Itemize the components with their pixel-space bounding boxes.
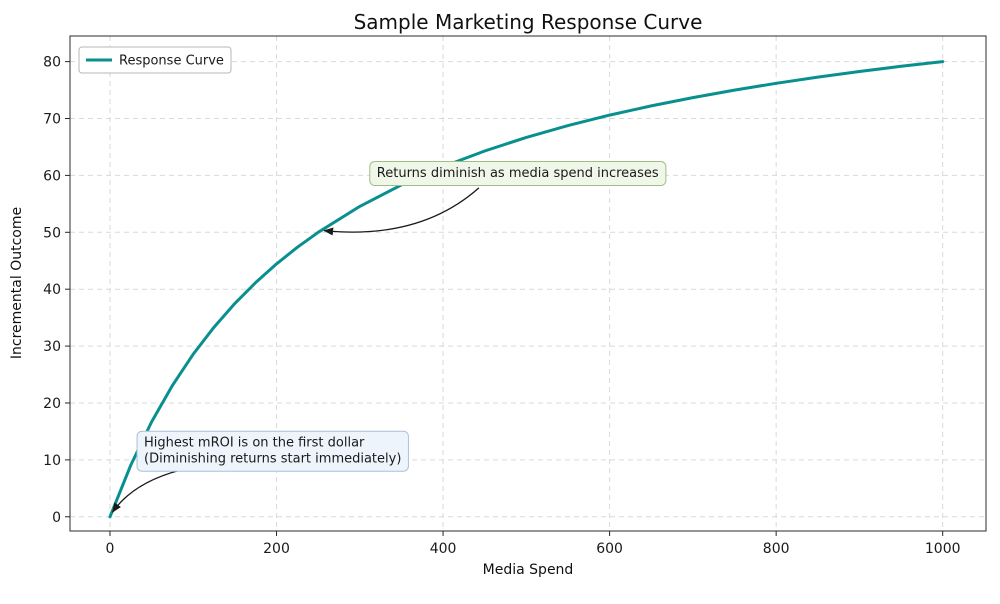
y-axis-label: Incremental Outcome (9, 207, 25, 359)
annotations: Returns diminish as media spend increase… (111, 161, 667, 513)
y-tick-label: 30 (43, 339, 61, 355)
x-tick-label: 600 (596, 541, 623, 557)
annotation-box (369, 161, 667, 187)
chart-title: Sample Marketing Response Curve (354, 10, 703, 34)
y-tick-label: 70 (43, 112, 61, 128)
y-tick-label: 0 (52, 510, 61, 526)
x-tick-label: 800 (763, 541, 790, 557)
y-tick-label: 80 (43, 55, 61, 71)
plot-border (69, 35, 987, 532)
grid (70, 36, 986, 531)
x-tick-label: 200 (263, 541, 290, 557)
x-tick-label: 400 (430, 541, 457, 557)
legend-box (78, 46, 232, 74)
annotation-arrow (323, 187, 480, 236)
annotation-box (136, 430, 409, 472)
annotation-1: Returns diminish as media spend increase… (323, 161, 667, 236)
y-tick-label: 50 (43, 225, 61, 241)
annotation-2: Highest mROI is on the first dollar (Dimi… (111, 430, 409, 513)
x-tick-label: 1000 (925, 541, 961, 557)
y-tick-label: 10 (43, 453, 61, 469)
x-axis-label: Media Spend (483, 562, 574, 578)
x-tick-label: 0 (106, 541, 115, 557)
y-tick-label: 60 (43, 168, 61, 184)
annotation-text: Returns diminish as media spend increase… (377, 166, 659, 181)
annotation-arrow (111, 467, 191, 513)
annotation-text: Highest mROI is on the first dollar (Dimi… (144, 436, 401, 467)
legend-label: Response Curve (119, 54, 224, 69)
axes: 0 200 400 600 800 1000 0 10 20 30 40 50 60 70 80 (43, 35, 987, 557)
y-tick-label: 40 (43, 282, 61, 298)
y-tick-label: 20 (43, 396, 61, 412)
legend: Response Curve (78, 46, 232, 74)
